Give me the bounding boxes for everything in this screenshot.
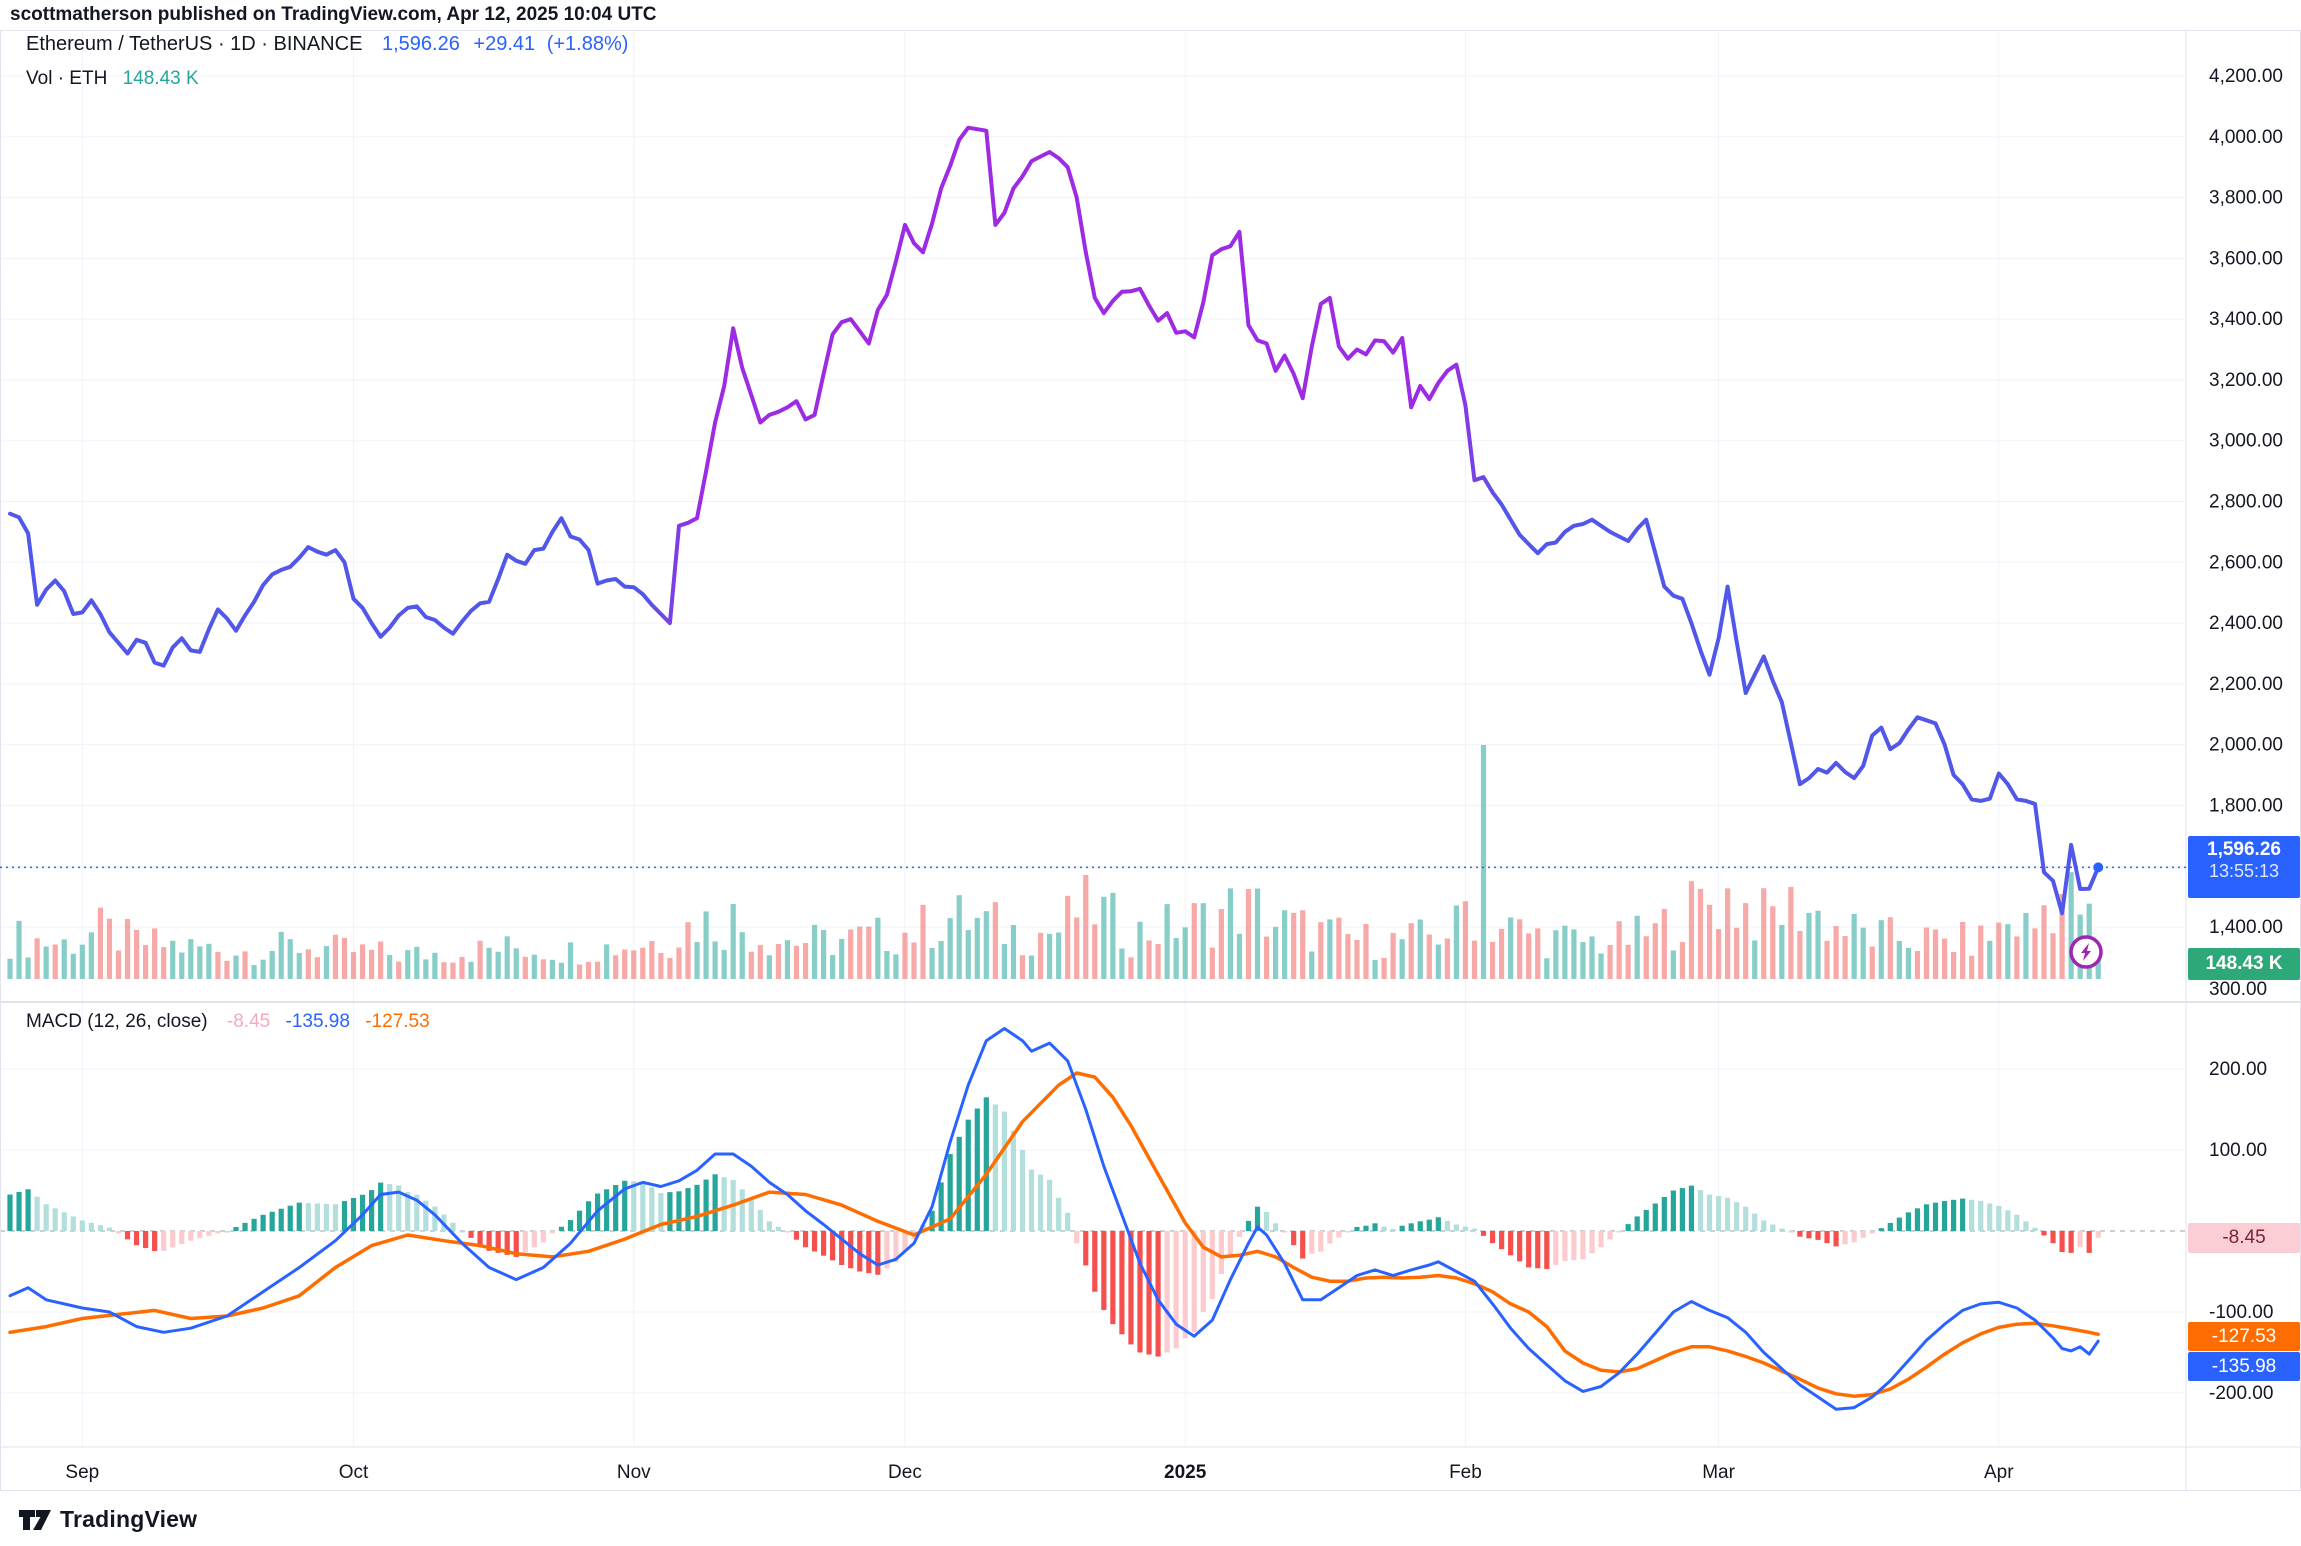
volume-legend[interactable]: Vol · ETH 148.43 K — [26, 68, 199, 90]
macd-line-value: -135.98 — [285, 1011, 350, 1032]
volume-badge: 148.43 K — [2188, 948, 2300, 980]
price-tick-label: 2,400.00 — [2209, 613, 2283, 634]
price-tick-label: 3,200.00 — [2209, 370, 2283, 391]
price-tick-label: 1,800.00 — [2209, 795, 2283, 816]
price-tick-label: 3,600.00 — [2209, 248, 2283, 269]
macd-line-badge: -135.98 — [2188, 1352, 2300, 1381]
symbol-legend[interactable]: Ethereum / TetherUS · 1D · BINANCE 1,596… — [26, 33, 628, 56]
macd-signal-badge: -127.53 — [2188, 1322, 2300, 1351]
macd-tick-label: -200.00 — [2209, 1383, 2273, 1404]
price-tick-label: 3,800.00 — [2209, 188, 2283, 209]
time-tick-label: Apr — [1984, 1462, 2014, 1483]
tradingview-logo[interactable]: TradingView — [18, 1504, 197, 1534]
macd-tick-label: 100.00 — [2209, 1140, 2267, 1161]
price-axis-labels[interactable]: 4,200.00 4,000.00 3,800.00 3,600.00 3,400.00… — [2209, 66, 2283, 1404]
time-tick-label: Nov — [617, 1462, 651, 1483]
volume-label: Vol · ETH — [26, 68, 108, 89]
volume-value: 148.43 K — [122, 68, 199, 89]
lightning-marker-icon[interactable] — [2069, 935, 2103, 969]
macd-main-line — [8, 1027, 2100, 1411]
price-tick-label: 2,600.00 — [2209, 552, 2283, 573]
time-tick-label: Sep — [65, 1462, 99, 1483]
price-tick-label: 2,000.00 — [2209, 735, 2283, 756]
time-tick-label: Oct — [339, 1462, 369, 1483]
macd-hist-value: -8.45 — [226, 1011, 271, 1032]
macd-signal-value: -127.53 — [365, 1011, 430, 1032]
macd-hist-badge: -8.45 — [2188, 1223, 2300, 1253]
price-tick-label: 3,000.00 — [2209, 431, 2283, 452]
time-tick-label: Mar — [1702, 1462, 1735, 1483]
macd-signal-line — [8, 1071, 2100, 1398]
attribution-header: scottmatherson published on TradingView.… — [10, 4, 657, 25]
tradingview-logo-icon — [19, 1510, 51, 1530]
time-tick-label: 2025 — [1164, 1462, 1207, 1483]
last-price-value: 1,596.26 — [381, 33, 460, 55]
price-tick-label: 4,000.00 — [2209, 127, 2283, 148]
macd-legend[interactable]: MACD (12, 26, close) -8.45 -135.98 -127.… — [26, 1011, 430, 1033]
time-axis-labels[interactable]: Sep Oct Nov Dec 2025 Feb Mar Apr — [65, 1462, 2014, 1483]
price-tick-label: 2,800.00 — [2209, 492, 2283, 513]
price-change-value: +29.41 — [473, 33, 536, 55]
macd-histogram — [7, 1097, 2101, 1357]
macd-tick-label: 200.00 — [2209, 1059, 2267, 1080]
volume-bars — [7, 745, 2101, 979]
time-tick-label: Feb — [1449, 1462, 1482, 1483]
price-tick-label: 3,400.00 — [2209, 309, 2283, 330]
last-price-dot — [2093, 862, 2104, 873]
badge-price-text: 1,596.26 — [2207, 839, 2281, 860]
price-tick-label: 1,400.00 — [2209, 917, 2283, 938]
macd-title: MACD (12, 26, close) — [26, 1011, 208, 1032]
price-tick-label: 2,200.00 — [2209, 674, 2283, 695]
price-change-pct: (+1.88%) — [546, 33, 629, 55]
gridlines — [0, 31, 2186, 1446]
last-price-badge: 1,596.26 13:55:13 — [2188, 836, 2300, 898]
price-line — [8, 125, 2101, 916]
time-tick-label: Dec — [888, 1462, 922, 1483]
volume-scale-label: 300.00 — [2209, 979, 2267, 1000]
symbol-title[interactable]: Ethereum / TetherUS · 1D · BINANCE — [26, 33, 363, 55]
macd-tick-label: -100.00 — [2209, 1302, 2273, 1323]
tradingview-logo-text: TradingView — [60, 1505, 198, 1532]
badge-countdown-text: 13:55:13 — [2208, 861, 2280, 881]
price-tick-label: 4,200.00 — [2209, 66, 2283, 87]
